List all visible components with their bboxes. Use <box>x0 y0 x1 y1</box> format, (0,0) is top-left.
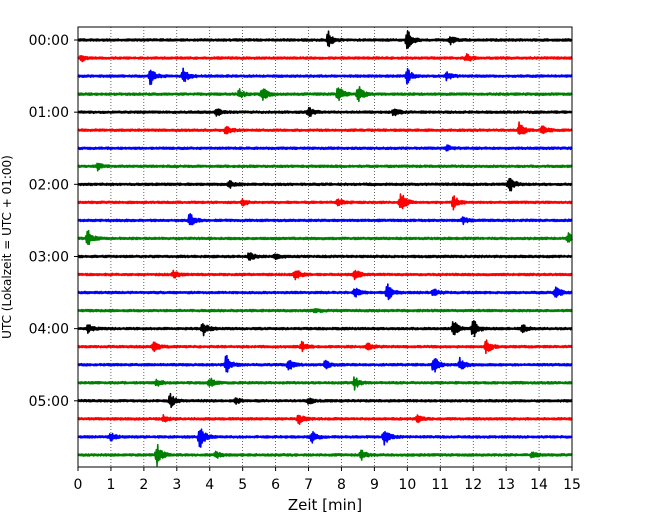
x-tick-label: 4 <box>205 477 214 493</box>
x-tick-label: 13 <box>497 477 515 493</box>
y-tick-label: 05:00 <box>29 394 69 410</box>
trace-0030 <box>77 67 573 86</box>
trace-0230 <box>77 213 573 226</box>
trace-0430 <box>77 354 573 373</box>
trace-0315 <box>77 269 573 281</box>
y-tick-label: 04:00 <box>29 322 69 338</box>
x-tick-label: 10 <box>398 477 416 493</box>
x-tick-label: 11 <box>431 477 449 493</box>
trace-0245 <box>77 229 573 246</box>
x-axis-title: Zeit [min] <box>288 496 362 514</box>
trace-0215 <box>77 193 573 211</box>
y-tick-label: 03:00 <box>29 249 69 265</box>
x-tick-label: 0 <box>74 477 83 493</box>
y-tick-label: 01:00 <box>29 105 69 121</box>
trace-0445 <box>77 376 573 391</box>
x-tick-label: 3 <box>172 477 181 493</box>
x-tick-label: 2 <box>139 477 148 493</box>
x-tick-label: 7 <box>304 477 313 493</box>
trace-0000 <box>77 30 573 50</box>
y-axis-title: UTC (Lokalzeit = UTC + 01:00) <box>0 155 14 339</box>
trace-0300 <box>77 252 573 261</box>
trace-0500 <box>77 392 573 409</box>
trace-0145 <box>77 162 573 172</box>
trace-0515 <box>77 414 573 425</box>
plot-frame <box>77 26 573 468</box>
trace-0400 <box>77 320 573 338</box>
x-tick-label: 5 <box>238 477 247 493</box>
trace-0115 <box>77 121 573 135</box>
trace-0345 <box>77 308 573 314</box>
x-tick-label: 9 <box>370 477 379 493</box>
trace-0200 <box>77 177 573 192</box>
trace-0415 <box>77 339 573 355</box>
trace-0100 <box>77 106 573 117</box>
x-tick-label: 8 <box>337 477 346 493</box>
y-tick-label: 00:00 <box>29 33 69 49</box>
x-tick-label: 12 <box>464 477 482 493</box>
x-tick-label: 15 <box>563 477 581 493</box>
x-tick-label: 6 <box>271 477 280 493</box>
y-tick-label: 02:00 <box>29 177 69 193</box>
trace-0330 <box>77 283 573 301</box>
x-tick-label: 1 <box>106 477 115 493</box>
x-tick-label: 14 <box>530 477 548 493</box>
trace-0130 <box>77 144 573 152</box>
trace-0045 <box>77 85 573 103</box>
y-axis-ticks: 00:00 01:00 02:00 03:00 04:00 05:00 <box>29 33 78 410</box>
x-axis-ticks: 0 1 2 3 4 5 6 7 8 9 10 11 12 13 14 15 <box>74 467 581 493</box>
trace-0545 <box>77 443 573 467</box>
trace-0015 <box>77 53 573 63</box>
seismic-traces <box>77 30 573 467</box>
trace-0530 <box>77 428 573 448</box>
